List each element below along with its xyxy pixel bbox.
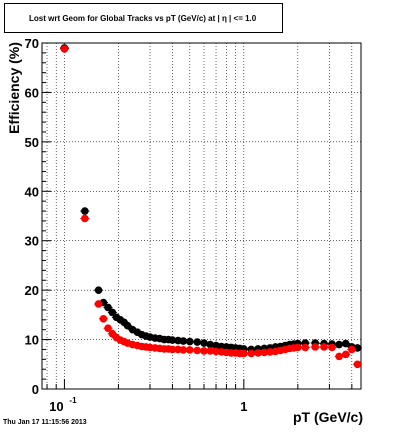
y-tick-label: 20 (25, 283, 39, 298)
data-point-red (186, 346, 194, 354)
data-point-red (254, 349, 262, 357)
data-point-red (179, 346, 188, 354)
data-point-black (341, 339, 350, 348)
data-point-red (353, 360, 362, 369)
data-point-black (168, 336, 177, 344)
data-point-red (260, 348, 269, 357)
y-tick-label: 50 (25, 135, 39, 150)
data-point-red (341, 350, 350, 359)
data-point-black (193, 338, 202, 346)
plot-frame (41, 42, 362, 390)
data-point-red (240, 349, 248, 358)
data-point-red (94, 300, 103, 308)
x-tick-label: 1 (240, 399, 247, 414)
data-point-red (99, 315, 108, 323)
data-point-red (168, 345, 177, 354)
data-point-red (335, 352, 343, 361)
data-point-black (104, 303, 112, 312)
y-tick-label: 0 (32, 382, 39, 397)
data-point-red (348, 345, 356, 354)
data-point-red (81, 214, 89, 223)
y-tick-label: 40 (25, 184, 39, 199)
data-point-black (335, 340, 343, 349)
data-point-red (311, 343, 320, 351)
y-tick-label: 60 (25, 85, 39, 100)
data-point-red (328, 343, 336, 352)
y-tick-label: 70 (25, 36, 39, 51)
x-tick-label: 10 (49, 399, 63, 414)
data-point-red (320, 343, 328, 351)
data-point-red (206, 347, 215, 355)
data-point-black (179, 337, 188, 345)
axes: 0 10 20 30 40 50 60 70 10 -1 1 (25, 36, 353, 414)
data-point-black (81, 207, 89, 215)
chart-title: Lost wrt Geom for Global Tracks vs pT (G… (4, 3, 283, 33)
x-axis-label: pT (GeV/c) (293, 409, 363, 425)
data-point-red (60, 45, 69, 53)
data-point-black (186, 337, 194, 346)
y-tick-label: 10 (25, 333, 39, 348)
data-point-black (206, 340, 215, 349)
data-point-black (94, 286, 103, 294)
grid (42, 43, 361, 389)
data-point-red (247, 349, 256, 358)
data-point-red (104, 324, 112, 333)
data-point-red (193, 346, 202, 355)
y-tick-label: 30 (25, 234, 39, 249)
timestamp: Thu Jan 17 11:15:56 2013 (3, 419, 87, 426)
chart-title-text: Lost wrt Geom for Global Tracks vs pT (G… (29, 13, 257, 23)
data-points (59, 44, 362, 369)
data-point-red (200, 347, 208, 355)
data-point-red (294, 343, 302, 352)
y-axis-label: Efficiency (%) (6, 42, 22, 134)
x-tick-label-exponent: -1 (69, 396, 77, 405)
data-point-red (301, 343, 310, 352)
